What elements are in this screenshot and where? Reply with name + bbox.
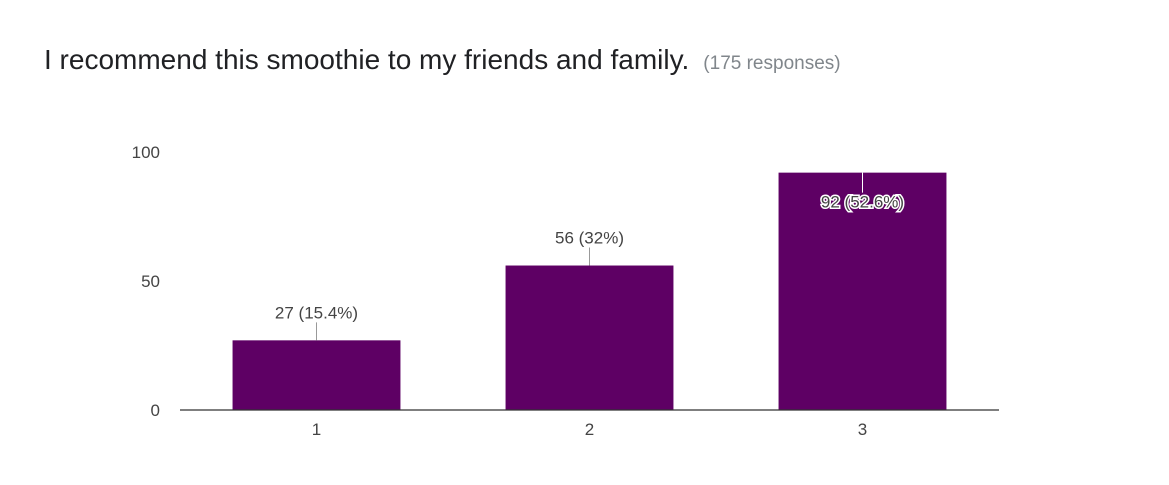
y-tick-label: 100: [132, 143, 160, 162]
chart-header: I recommend this smoothie to my friends …: [44, 44, 841, 76]
y-tick-label: 50: [141, 272, 160, 291]
bar: [505, 265, 674, 410]
x-tick-label: 1: [312, 420, 321, 439]
response-count: (175 responses): [703, 53, 841, 74]
data-label: 92 (52.6%): [821, 193, 904, 212]
data-label: 27 (15.4%): [275, 303, 358, 322]
chart-title: I recommend this smoothie to my friends …: [44, 44, 690, 75]
bar: [778, 172, 947, 410]
x-tick-label: 2: [585, 420, 594, 439]
x-tick-label: 3: [858, 420, 867, 439]
bar: [232, 340, 401, 410]
data-label: 56 (32%): [555, 229, 624, 248]
y-tick-label: 0: [151, 401, 160, 420]
